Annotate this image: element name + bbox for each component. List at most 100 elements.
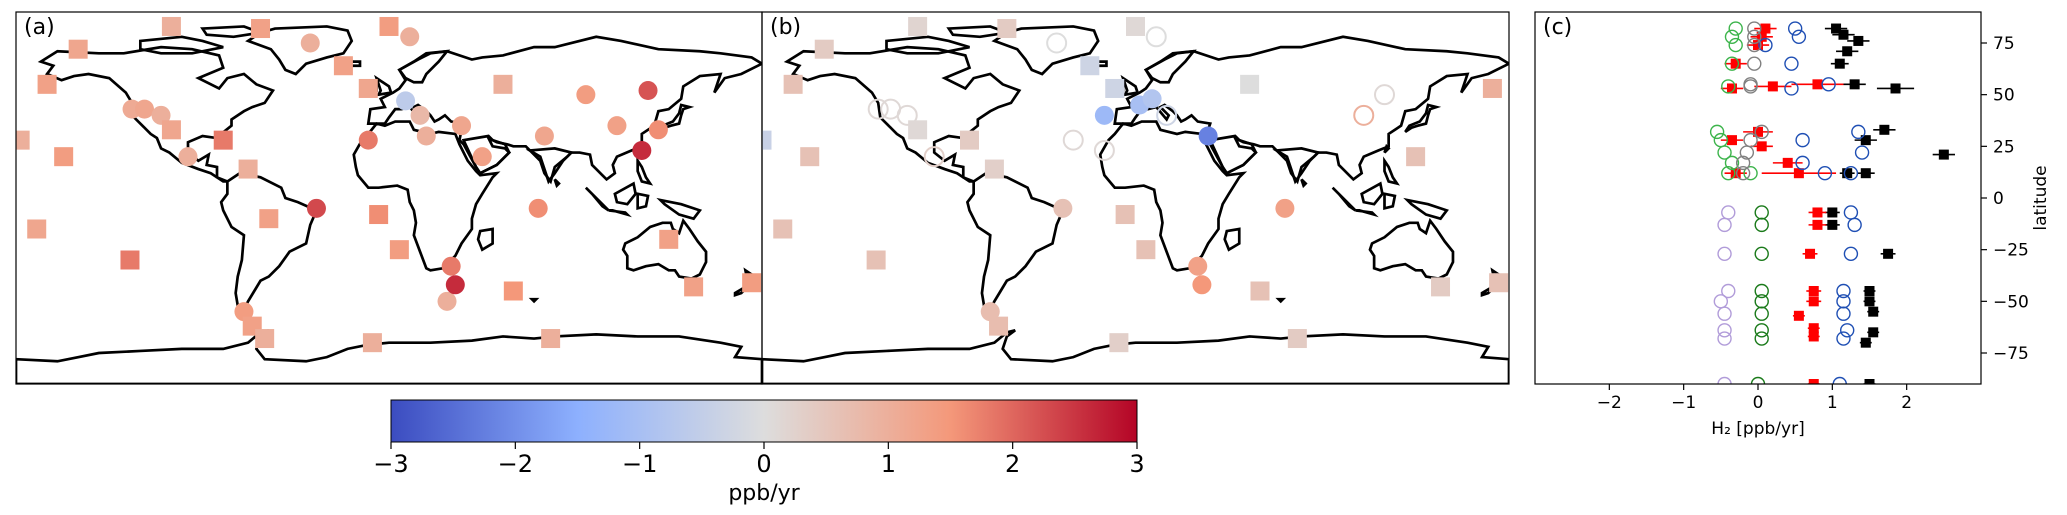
- site-square-marker: [161, 120, 181, 140]
- site-circle-marker: [396, 91, 416, 111]
- trend-circle-marker: [1817, 165, 1833, 181]
- trend-circle-marker: [1721, 165, 1736, 181]
- site-square-marker: [1105, 78, 1125, 98]
- trend-circle-marker: [1754, 124, 1769, 140]
- trend-square-marker: [1842, 168, 1853, 179]
- site-circle-marker: [134, 99, 154, 119]
- site-square-marker: [908, 16, 928, 36]
- x-tick-label: 1: [1827, 393, 1838, 413]
- site-square-marker: [960, 130, 979, 150]
- trend-square-marker: [1827, 219, 1838, 230]
- site-circle-marker: [437, 291, 457, 311]
- panel-b-label: (b): [770, 15, 801, 40]
- trend-circle-marker: [1728, 21, 1743, 36]
- site-square-marker: [1431, 277, 1451, 297]
- trend-circle-marker: [1754, 306, 1769, 321]
- site-square-marker: [389, 240, 409, 260]
- trend-square-marker: [1812, 207, 1823, 218]
- site-circle-marker: [867, 98, 889, 120]
- trend-circle-marker: [1743, 77, 1758, 92]
- site-circle-marker: [1093, 139, 1115, 161]
- site-square-marker: [1482, 78, 1502, 98]
- trend-circle-marker: [1717, 376, 1732, 384]
- site-circle-marker: [1192, 275, 1212, 295]
- coastlines: [16, 25, 762, 384]
- site-square-marker: [541, 329, 561, 349]
- trend-square-marker: [1812, 79, 1823, 90]
- trend-square-marker: [1864, 286, 1875, 296]
- trend-square-marker: [1808, 286, 1819, 296]
- y-tick-label: −75: [1993, 344, 2029, 364]
- site-square-marker: [814, 39, 834, 59]
- trend-square-marker: [1834, 58, 1845, 69]
- trend-square-marker: [1831, 23, 1842, 34]
- site-circle-marker: [1198, 126, 1218, 146]
- trend-circle-marker: [1747, 56, 1762, 71]
- y-tick-label: −25: [1993, 241, 2029, 261]
- site-circle-marker: [528, 198, 548, 218]
- site-circle-marker: [1053, 198, 1073, 218]
- site-circle-marker: [1046, 32, 1068, 54]
- site-square-marker: [1080, 56, 1100, 76]
- trend-circle-marker: [1717, 331, 1732, 346]
- colorbar: −3 −2 −1 0 1 2 3 ppb/yr: [373, 399, 1145, 506]
- site-square-marker: [37, 74, 57, 94]
- trend-circle-marker: [1832, 376, 1847, 384]
- panel-c-xlabel: H₂ [ppb/yr]: [1711, 419, 1804, 439]
- site-square-marker: [866, 250, 886, 270]
- trend-circle-marker: [1795, 155, 1810, 171]
- y-tick-label: 0: [1993, 189, 2004, 209]
- site-circle-marker: [1094, 105, 1114, 125]
- trend-circle-marker: [1754, 294, 1769, 309]
- site-square-marker: [54, 147, 74, 167]
- site-circle-marker: [980, 302, 1000, 322]
- y-tick-label: 75: [1993, 34, 2015, 54]
- trend-circle-marker: [1791, 29, 1807, 44]
- trend-square-marker: [1726, 135, 1737, 146]
- trend-circle-marker: [1717, 246, 1732, 262]
- site-circle-marker: [576, 85, 596, 105]
- trend-square-marker: [1860, 135, 1871, 146]
- trend-square-marker: [1842, 46, 1853, 57]
- site-square-marker: [1250, 281, 1270, 301]
- site-circle-marker: [923, 146, 945, 168]
- trend-circle-marker: [1724, 155, 1740, 171]
- site-circle-marker: [400, 27, 420, 47]
- site-circle-marker: [1275, 198, 1295, 218]
- panel-a-map: (a): [15, 11, 763, 385]
- trend-square-marker: [1793, 168, 1804, 179]
- site-circle-marker: [1142, 89, 1162, 109]
- trend-circle-marker: [1743, 165, 1758, 181]
- trend-square-marker: [1890, 83, 1901, 94]
- trend-square-marker: [1860, 168, 1871, 179]
- trend-square-marker: [1883, 248, 1894, 259]
- trend-circle-marker: [1754, 217, 1769, 233]
- trend-circle-marker: [1843, 205, 1859, 220]
- trend-square-marker: [1864, 379, 1875, 384]
- trend-circle-marker: [1747, 37, 1762, 53]
- site-square-marker: [800, 147, 820, 167]
- site-square-marker: [238, 159, 258, 179]
- site-square-marker: [251, 19, 271, 39]
- trend-square-marker: [1753, 126, 1763, 137]
- trend-circle-marker: [1758, 37, 1773, 53]
- site-square-marker: [27, 219, 47, 239]
- colorbar-tick-label: 0: [756, 450, 771, 478]
- trend-circle-marker: [1836, 306, 1851, 321]
- trend-square-marker: [1753, 40, 1763, 51]
- y-tick-label: −50: [1993, 292, 2029, 312]
- trend-circle-marker: [1854, 145, 1870, 160]
- trend-circle-marker: [1709, 124, 1725, 140]
- site-circle-marker: [1145, 26, 1167, 48]
- panel-c-label: (c): [1543, 15, 1572, 40]
- site-circle-marker: [441, 256, 461, 276]
- trend-square-marker: [1767, 81, 1778, 92]
- trend-circle-marker: [1754, 331, 1769, 346]
- site-square-marker: [773, 219, 793, 239]
- site-square-marker: [1115, 205, 1135, 225]
- site-square-marker: [1126, 16, 1145, 36]
- trend-square-marker: [1938, 149, 1949, 160]
- site-square-marker: [684, 277, 704, 297]
- trend-circle-marker: [1784, 56, 1799, 71]
- site-square-marker: [333, 56, 353, 76]
